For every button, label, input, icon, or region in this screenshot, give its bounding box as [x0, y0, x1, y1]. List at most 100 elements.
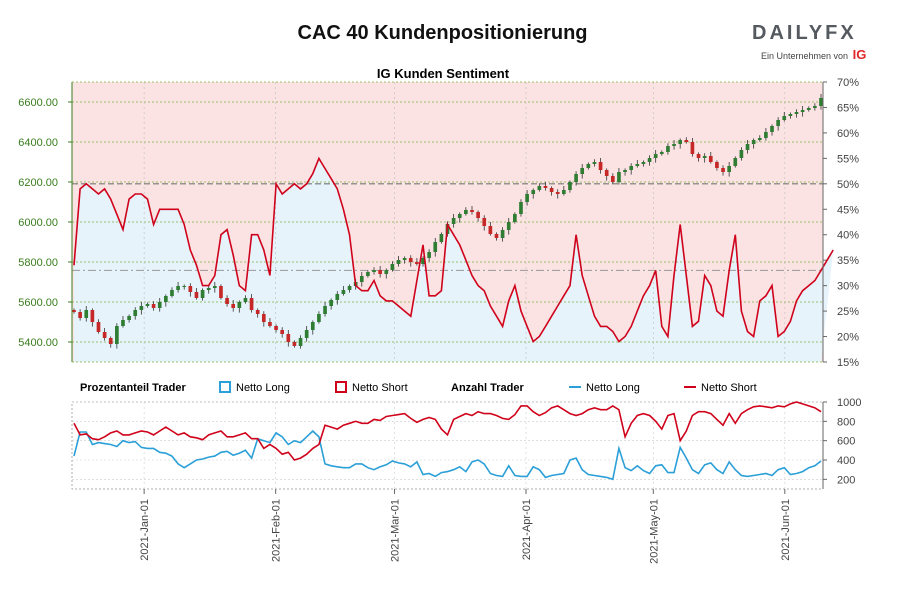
- count-tick-label: 400: [837, 455, 855, 467]
- candle-body: [317, 314, 321, 322]
- x-tick-label: 2021-Apr-01: [521, 499, 533, 560]
- candle-body: [341, 290, 346, 294]
- count-long-line: [73, 429, 822, 481]
- candle-body: [819, 98, 823, 106]
- candle-body: [598, 162, 603, 170]
- candle-body: [164, 296, 168, 302]
- candle-body: [90, 310, 95, 322]
- candle-body: [696, 154, 701, 158]
- candle-body: [396, 260, 401, 264]
- candle-body: [243, 298, 248, 302]
- candle-body: [219, 286, 223, 298]
- candle-body: [751, 140, 756, 144]
- count-tick-label: 800: [837, 416, 855, 428]
- candle-body: [764, 132, 768, 138]
- candle-body: [666, 146, 670, 152]
- candle-body: [733, 158, 738, 166]
- candle-body: [568, 182, 572, 190]
- candle-body: [647, 158, 652, 162]
- candle-body: [133, 310, 138, 316]
- candle-body: [708, 156, 713, 162]
- candle-body: [757, 138, 762, 140]
- candle-body: [237, 302, 242, 308]
- candle-body: [641, 162, 646, 164]
- candle-body: [439, 234, 444, 242]
- candle-body: [421, 258, 425, 264]
- logo-wordmark: DAILYFX: [752, 22, 857, 44]
- candle-body: [580, 168, 585, 174]
- candle-body: [488, 226, 493, 234]
- sentiment-panel: 5400.00 5600.00 5800.00 6000.00 6200.00 6400.…: [18, 77, 859, 369]
- candle-body: [813, 106, 817, 108]
- candle-body: [470, 210, 474, 212]
- legend-count-long-label: Netto Long: [586, 382, 640, 394]
- legend-count-short-label: Netto Short: [701, 382, 757, 394]
- candle-body: [329, 300, 333, 306]
- candle-body: [604, 170, 609, 176]
- candle-body: [782, 116, 787, 120]
- candle-body: [372, 270, 376, 272]
- pct-tick-label: 55%: [837, 153, 859, 165]
- candle-body: [623, 170, 627, 172]
- candle-body: [684, 140, 689, 142]
- netlong-pct-line: [73, 156, 834, 343]
- candle-body: [115, 326, 119, 344]
- candle-body: [555, 192, 560, 194]
- candle-body: [531, 190, 536, 194]
- short-zone-bg: [72, 82, 823, 184]
- candle-body: [261, 314, 266, 322]
- candle-body: [739, 150, 744, 158]
- candle-body: [121, 320, 125, 326]
- candle-body: [310, 322, 315, 330]
- candle-body: [182, 286, 187, 287]
- candle-body: [635, 164, 640, 166]
- candle-body: [108, 338, 113, 344]
- candle-body: [255, 310, 260, 314]
- pct-tick-label: 50%: [837, 179, 859, 191]
- pct-tick-label: 30%: [837, 281, 859, 293]
- candle-body: [537, 186, 542, 190]
- candle-body: [194, 292, 199, 298]
- candle-body: [482, 218, 487, 226]
- candle-body: [513, 214, 517, 222]
- x-tick-label: 2021-Feb-01: [271, 499, 283, 562]
- candle-body: [500, 230, 505, 238]
- candle-body: [727, 166, 731, 172]
- pct-tick-label: 40%: [837, 230, 859, 242]
- legend-pct-short-label: Netto Short: [352, 382, 408, 394]
- pct-tick-label: 65%: [837, 102, 859, 114]
- logo-subtitle: Ein Unternehmen von IG: [761, 47, 867, 62]
- candle-body: [721, 168, 725, 172]
- long-fill-area: [74, 158, 834, 362]
- count-tick-label: 600: [837, 436, 855, 448]
- price-tick-label: 6200.00: [18, 177, 58, 189]
- candle-body: [280, 330, 285, 334]
- candle-body: [702, 156, 707, 158]
- candle-body: [286, 334, 291, 342]
- price-tick-label: 5400.00: [18, 337, 58, 349]
- candle-body: [231, 304, 236, 308]
- candle-body: [402, 258, 407, 260]
- candle-body: [359, 276, 364, 282]
- price-tick-label: 5800.00: [18, 257, 58, 269]
- candle-body: [298, 338, 303, 346]
- candle-body: [653, 154, 658, 158]
- pct-tick-label: 60%: [837, 128, 859, 140]
- candle-body: [549, 188, 554, 192]
- count-tick-label: 200: [837, 474, 855, 486]
- candle-body: [715, 162, 719, 168]
- pct-tick-label: 25%: [837, 306, 859, 318]
- candle-body: [292, 342, 297, 346]
- candle-body: [268, 322, 272, 326]
- candle-body: [127, 316, 131, 320]
- candle-body: [415, 262, 419, 264]
- candle-body: [690, 142, 695, 154]
- candle-body: [176, 286, 180, 290]
- x-tick-label: 2021-Jun-01: [780, 499, 792, 561]
- candle-body: [84, 310, 89, 318]
- candle-body: [586, 164, 591, 168]
- candle-body: [506, 222, 511, 230]
- candle-body: [770, 126, 774, 132]
- candle-body: [335, 294, 340, 300]
